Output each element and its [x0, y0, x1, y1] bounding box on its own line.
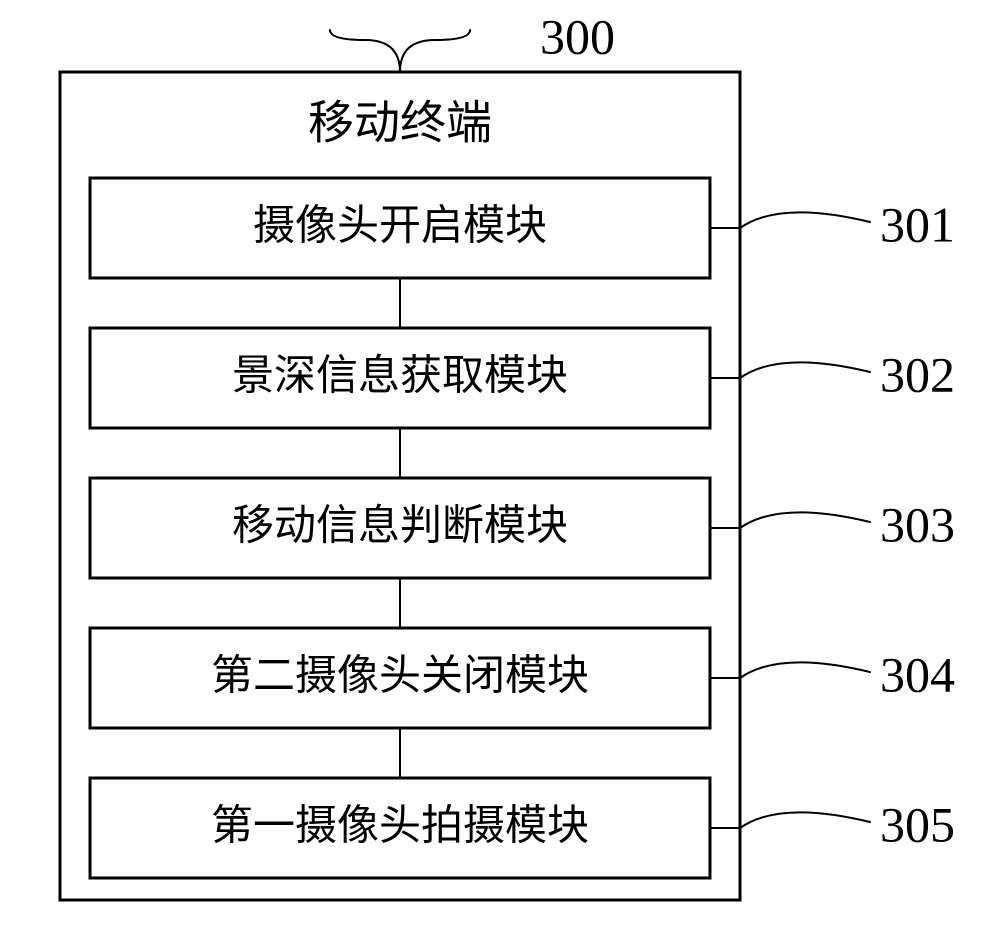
leader-first-cam-shoot	[710, 812, 870, 828]
top-brace	[330, 30, 470, 72]
leader-camera-open	[710, 212, 870, 228]
ref-label-second-cam-off: 304	[880, 646, 955, 702]
module-label-second-cam-off: 第二摄像头关闭模块	[211, 654, 589, 700]
outer-ref-label: 300	[540, 8, 615, 64]
leader-second-cam-off	[710, 662, 870, 678]
module-label-depth-info: 景深信息获取模块	[232, 353, 568, 400]
ref-label-depth-info: 302	[880, 346, 955, 402]
module-label-first-cam-shoot: 第一摄像头拍摄模块	[211, 804, 589, 850]
leader-motion-judge	[710, 512, 870, 528]
ref-label-first-cam-shoot: 305	[880, 796, 955, 852]
ref-label-motion-judge: 303	[880, 496, 955, 552]
module-label-camera-open: 摄像头开启模块	[253, 204, 547, 250]
outer-title: 移动终端	[308, 98, 492, 149]
leader-depth-info	[710, 362, 870, 378]
module-label-motion-judge: 移动信息判断模块	[232, 503, 568, 550]
ref-label-camera-open: 301	[880, 196, 955, 252]
